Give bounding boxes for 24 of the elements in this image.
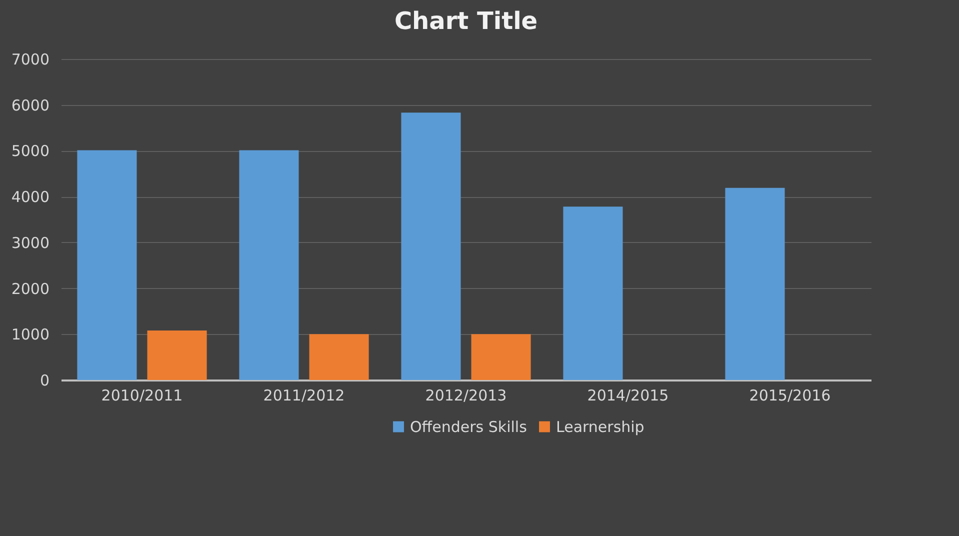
x-tick-label: 2011/2012 xyxy=(263,386,345,404)
y-tick-label: 1000 xyxy=(11,326,50,344)
legend-label: Offenders Skills xyxy=(410,418,528,436)
y-tick-label: 6000 xyxy=(11,96,50,114)
bar xyxy=(471,334,531,380)
x-tick-label: 2010/2011 xyxy=(101,386,183,404)
y-tick-label: 3000 xyxy=(11,234,50,252)
bar xyxy=(239,150,299,380)
x-tick-label: 2014/2015 xyxy=(587,386,669,404)
chart-title: Chart Title xyxy=(394,7,538,35)
x-tick-label: 2015/2016 xyxy=(749,386,831,404)
bar xyxy=(147,330,207,380)
legend-label: Learnership xyxy=(556,418,644,436)
bar xyxy=(77,150,137,380)
bar xyxy=(401,112,461,380)
bar xyxy=(563,206,623,380)
y-tick-label: 4000 xyxy=(11,188,50,206)
y-tick-label: 5000 xyxy=(11,142,50,160)
x-tick-label: 2012/2013 xyxy=(425,386,507,404)
y-tick-label: 0 xyxy=(40,372,50,390)
y-tick-label: 2000 xyxy=(11,280,50,298)
bar xyxy=(309,334,369,380)
bar xyxy=(725,188,785,380)
y-tick-label: 7000 xyxy=(11,50,50,68)
